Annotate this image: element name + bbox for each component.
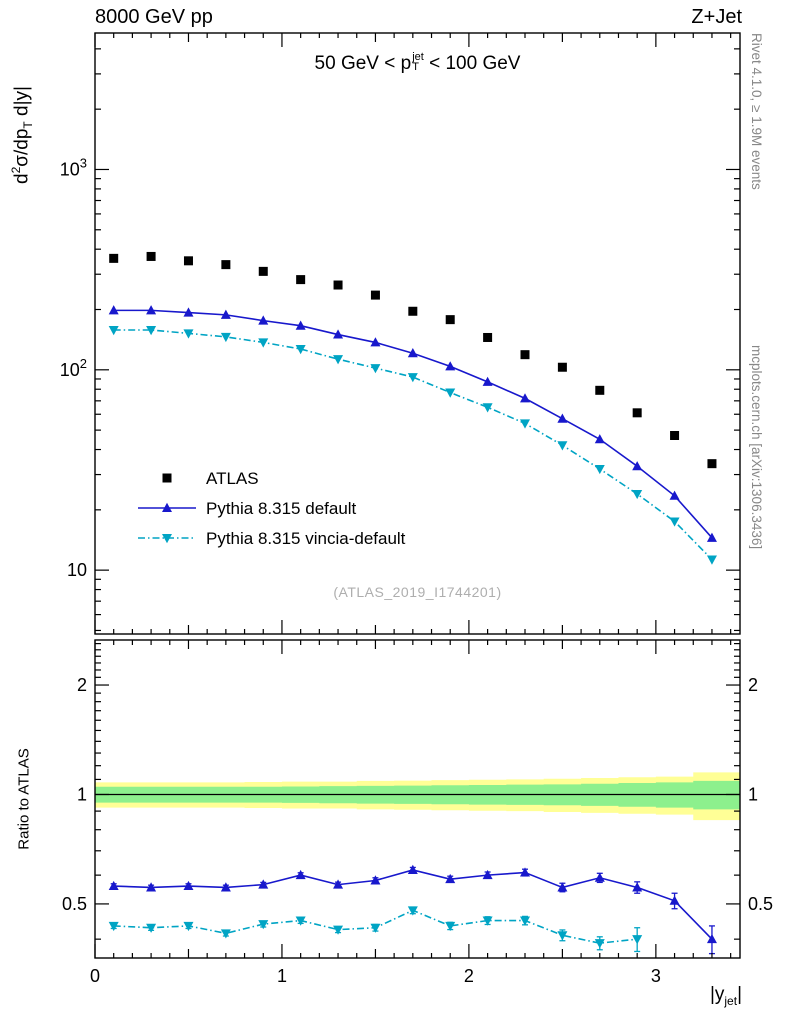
svg-text:103: 103 bbox=[60, 155, 87, 179]
svg-text:0: 0 bbox=[90, 966, 100, 986]
mcplots-arxiv-note: mcplots.cern.ch [arXiv:1306.3436] bbox=[749, 345, 764, 550]
ylabel-sub: T bbox=[21, 121, 36, 129]
y-axis-label: d2σ/dpT d|y| bbox=[9, 86, 35, 184]
svg-text:Pythia 8.315 default: Pythia 8.315 default bbox=[206, 499, 357, 518]
svg-text:ATLAS: ATLAS bbox=[206, 469, 259, 488]
title-sup: jet bbox=[412, 50, 424, 63]
xlabel-sub: jet bbox=[724, 993, 738, 1008]
pt-jet-stack: jet T bbox=[412, 50, 424, 73]
svg-text:2: 2 bbox=[748, 675, 758, 695]
svg-text:1: 1 bbox=[277, 966, 287, 986]
svg-text:1: 1 bbox=[748, 784, 758, 804]
title-sub: T bbox=[412, 60, 419, 73]
ylabel-post: d|y| bbox=[11, 86, 33, 122]
title-post: < 100 GeV bbox=[423, 53, 521, 74]
svg-text:1: 1 bbox=[77, 784, 87, 804]
ylabel-d: d bbox=[11, 173, 33, 184]
ylabel-sup: 2 bbox=[8, 166, 23, 174]
svg-text:102: 102 bbox=[60, 356, 87, 380]
svg-text:10: 10 bbox=[67, 560, 87, 580]
ratio-y-axis-label: Ratio to ATLAS bbox=[15, 748, 33, 850]
xlabel-pre: |y bbox=[709, 984, 725, 1005]
svg-text:0.5: 0.5 bbox=[62, 894, 87, 914]
svg-text:0.5: 0.5 bbox=[748, 894, 773, 914]
title-pre: 50 GeV < p bbox=[314, 53, 412, 74]
svg-text:3: 3 bbox=[651, 966, 661, 986]
xlabel-post: | bbox=[737, 984, 742, 1005]
ylabel-mid: σ/dp bbox=[11, 128, 33, 167]
x-axis-label: |yjet| bbox=[710, 984, 742, 1008]
svg-text:2: 2 bbox=[464, 966, 474, 986]
svg-text:2: 2 bbox=[77, 675, 87, 695]
svg-text:Pythia 8.315 vincia-default: Pythia 8.315 vincia-default bbox=[206, 529, 406, 548]
rivet-version-note: Rivet 4.1.0, ≥ 1.9M events bbox=[749, 33, 764, 190]
process-label: Z+Jet bbox=[691, 6, 742, 28]
cut-title: 50 GeV < p jet T < 100 GeV bbox=[95, 50, 740, 75]
analysis-id-watermark: (ATLAS_2019_I1744201) bbox=[333, 584, 502, 600]
beam-energy-label: 8000 GeV pp bbox=[95, 6, 213, 28]
